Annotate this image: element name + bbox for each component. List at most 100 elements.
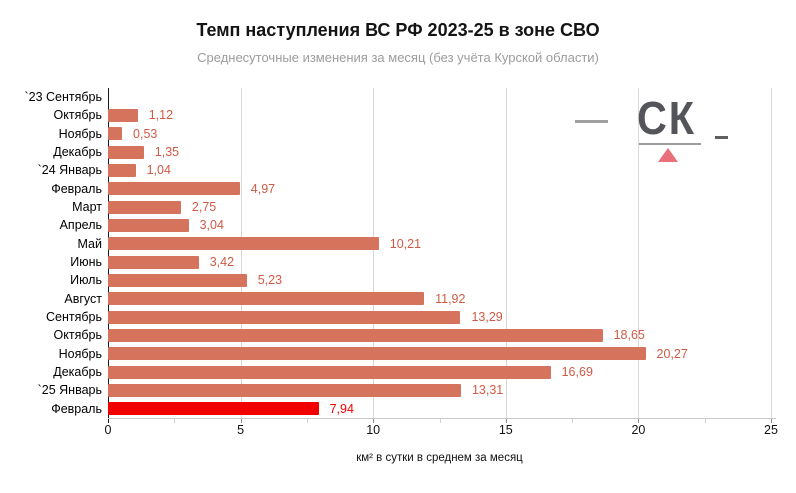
x-minor-tick [572, 418, 574, 423]
bar [108, 163, 136, 177]
bar [108, 218, 189, 232]
bar-track: 13,29 [108, 310, 771, 325]
bar-track: 4,97 [108, 181, 771, 196]
bar-row: Ноябрь 20,27 [0, 345, 771, 363]
bar [108, 402, 319, 416]
bar [108, 255, 199, 269]
bar-track: 20,27 [108, 346, 771, 361]
bar-track: 2,75 [108, 200, 771, 215]
gridline [373, 88, 375, 418]
x-minor-tick [174, 418, 176, 423]
bar-track: 1,04 [108, 163, 771, 177]
bar-value-label: 16,69 [561, 365, 593, 380]
y-axis-label: Октябрь [53, 328, 102, 343]
bar-value-label: 5,23 [257, 273, 283, 288]
y-axis-label: Октябрь [53, 108, 102, 123]
bar [108, 145, 144, 159]
bar-value-label: 0,53 [133, 126, 158, 141]
bar-value-label: 4,97 [250, 181, 276, 196]
bar-track: 11,92 [108, 291, 771, 306]
bar-value-label: 18,65 [613, 328, 645, 343]
y-axis-label: Июль [70, 273, 102, 288]
y-axis-label: Август [64, 291, 102, 306]
bar-value-label: 20,27 [656, 346, 688, 361]
bar-row: `25 Январь 13,31 [0, 381, 771, 399]
bar-row: Май 10,21 [0, 235, 771, 253]
y-axis-label: Май [77, 236, 103, 251]
logo-underline [639, 143, 701, 145]
bar-row: Апрель 3,04 [0, 216, 771, 234]
y-axis-label: `23 Сентябрь [24, 90, 102, 105]
bar-value-label: 3,42 [209, 255, 235, 270]
bar [108, 127, 123, 141]
logo: СК [573, 92, 733, 168]
y-axis-label: Июнь [70, 255, 102, 270]
bar-row: Июнь 3,42 [0, 253, 771, 271]
bar-row: Август 11,92 [0, 290, 771, 308]
x-minor-tick [439, 418, 441, 423]
chart-subtitle: Среднесуточные изменения за месяц (без у… [197, 50, 599, 65]
bar-value-label: 13,31 [471, 383, 504, 398]
bar-track: 16,69 [108, 365, 771, 380]
bar [108, 200, 181, 214]
bar-row: Февраль 7,94 [0, 400, 771, 418]
bar-row: Февраль 4,97 [0, 180, 771, 198]
bar [108, 328, 603, 342]
x-tick-label: 15 [498, 423, 513, 437]
y-axis-label: Февраль [51, 401, 102, 416]
bar-track: 5,23 [108, 273, 771, 288]
bar [108, 182, 240, 196]
y-axis-label: `24 Январь [37, 163, 102, 178]
bar-value-label: 1,35 [154, 145, 180, 160]
bar [108, 383, 461, 397]
bar-value-label: 11,92 [435, 291, 466, 306]
x-minor-tick [306, 418, 308, 423]
y-axis-label: Февраль [51, 181, 102, 196]
bar-row: `23 Сентябрь [0, 88, 771, 106]
y-axis-label: Март [72, 200, 102, 215]
logo-dash-left-icon [575, 120, 608, 123]
chart-title: Темп наступления ВС РФ 2023-25 в зоне СВ… [196, 20, 600, 40]
bar-track: 7,94 [108, 402, 771, 416]
logo-dash-right-icon [715, 136, 728, 139]
bar-value-label: 2,75 [191, 200, 217, 215]
x-tick [240, 418, 242, 423]
x-tick-label: 10 [366, 423, 381, 437]
bar-rows: `23 Сентябрь Октябрь 1,12 Ноябрь 0,53 Декабрь… [0, 88, 771, 418]
axis-line-y [108, 88, 109, 418]
bar-row: Октябрь 1,12 [0, 106, 771, 124]
gridline [771, 88, 772, 418]
gridline [240, 88, 242, 418]
logo-text: СК [637, 92, 696, 144]
axis-line-x [108, 418, 776, 419]
bar-row: Июль 5,23 [0, 271, 771, 289]
y-axis-label: Сентябрь [46, 310, 102, 325]
bar [108, 292, 425, 306]
bar-track: 3,42 [108, 255, 771, 270]
bar-track: 1,35 [108, 145, 771, 160]
x-axis: 0 5 10 15 20 25 [104, 418, 778, 448]
bar-row: Октябрь 18,65 [0, 326, 771, 344]
gridline [638, 88, 640, 418]
bar-value-label: 10,21 [389, 236, 422, 251]
bar-track: 13,31 [108, 383, 771, 398]
bar-value-label: 1,12 [148, 108, 174, 123]
bar [108, 310, 461, 324]
bar-track: 10,21 [108, 236, 771, 251]
x-tick-label: 0 [104, 423, 112, 437]
bar-value-label: 13,29 [471, 310, 503, 325]
y-axis-label: Декабрь [53, 365, 102, 380]
x-tick [108, 418, 109, 423]
bar-row: Ноябрь 0,53 [0, 125, 771, 143]
bar-row: `24 Январь 1,04 [0, 161, 771, 179]
bar-row: Декабрь 1,35 [0, 143, 771, 161]
x-tick-label: 5 [237, 423, 245, 437]
bar-row: Март 2,75 [0, 198, 771, 216]
bar-track: 18,65 [108, 328, 771, 343]
bar [108, 108, 138, 122]
bar [108, 273, 247, 287]
bar-track: 0,53 [108, 126, 771, 141]
y-axis-label: `25 Январь [37, 383, 102, 398]
x-tick [771, 418, 772, 423]
